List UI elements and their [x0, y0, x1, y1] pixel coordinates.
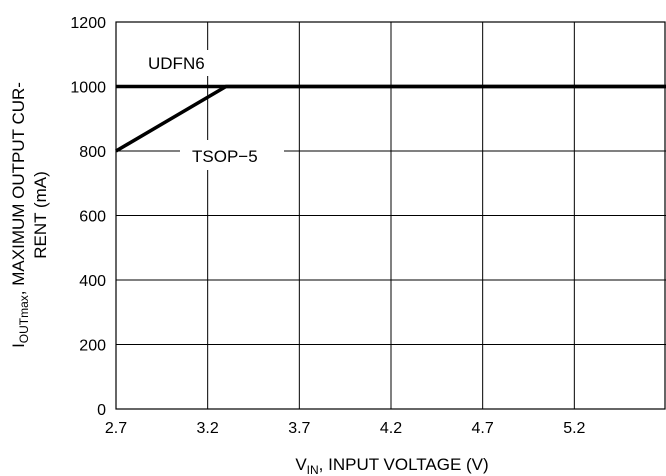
x-tick-label: 3.2: [197, 420, 219, 437]
x-tick-label: 4.2: [380, 420, 402, 437]
tsop5-label-backdrop: [180, 140, 284, 170]
plot-frame: [115, 21, 666, 410]
x-tick-labels: 2.7 3.2 3.7 4.2 4.7 5.2: [105, 420, 586, 437]
x-tick-label: 4.7: [472, 420, 494, 437]
series-label-udfn6: UDFN6: [148, 54, 205, 73]
x-tick-label: 2.7: [105, 420, 127, 437]
y-tick-label: 600: [79, 209, 106, 226]
svg-text:RENT (mA): RENT (mA): [31, 171, 50, 259]
y-tick-label: 800: [79, 144, 106, 161]
x-axis-title: VIN, INPUT VOLTAGE (V): [295, 455, 488, 476]
series-lines: [115, 84, 666, 153]
grid-lines: [116, 22, 666, 409]
y-tick-label: 1000: [70, 80, 106, 97]
y-tick-label: 0: [97, 402, 106, 419]
series-label-tsop5: TSOP−5: [192, 147, 258, 166]
y-tick-label: 200: [79, 338, 106, 355]
x-tick-label: 3.7: [288, 420, 310, 437]
y-tick-label: 1200: [70, 15, 106, 32]
x-tick-label: 5.2: [563, 420, 585, 437]
svg-text:IOUTmax, MAXIMUM OUTPUT CUR-: IOUTmax, MAXIMUM OUTPUT CUR-: [9, 82, 31, 348]
y-axis-title: IOUTmax, MAXIMUM OUTPUT CUR- RENT (mA): [9, 82, 50, 348]
series-line-1: [115, 84, 666, 153]
y-tick-labels: 0 200 400 600 800 1000 1200: [70, 15, 106, 419]
y-tick-label: 400: [79, 273, 106, 290]
udfn6-label-backdrop: [138, 50, 230, 76]
